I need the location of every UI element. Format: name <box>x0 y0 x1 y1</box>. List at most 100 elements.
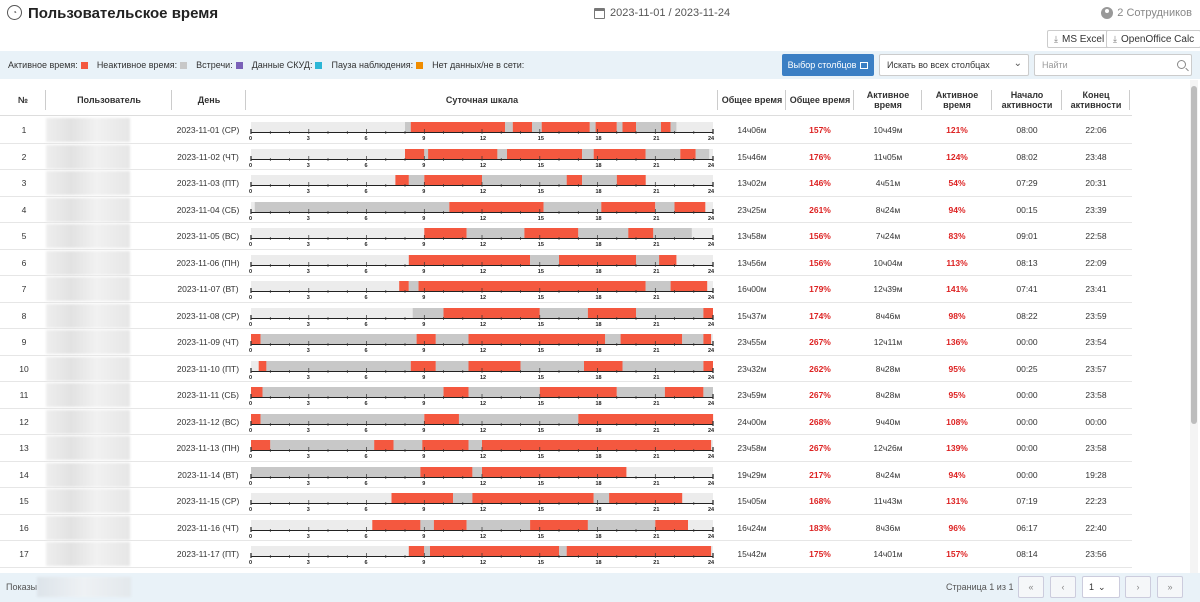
timeline-tick-label: 0 <box>249 560 252 565</box>
col-total-pct[interactable]: Общее время <box>786 84 854 116</box>
col-total[interactable]: Общее время <box>718 84 786 116</box>
timeline-tick-label: 12 <box>480 507 486 512</box>
next-page-button[interactable]: › <box>1125 576 1151 598</box>
daily-timeline: 0 3 6 9 12 15 18 21 24 <box>249 175 715 194</box>
active-segment <box>566 546 712 556</box>
page-select[interactable]: 1 ⌄ <box>1082 576 1120 598</box>
table-row[interactable]: 8 2023-11-08 (СР) 0 3 6 9 12 15 18 21 24 15ч37м 174%… <box>0 303 1132 329</box>
date-range-picker[interactable]: 2023-11-01 / 2023-11-24 <box>594 7 730 19</box>
timeline-tick-label: 6 <box>365 454 368 459</box>
row-day: 2023-11-09 (ЧТ) <box>177 337 239 347</box>
legend-label: Неактивное время: <box>96 60 178 70</box>
timeline-tick-label: 21 <box>653 163 659 168</box>
timeline-tick-label: 21 <box>653 242 659 247</box>
first-page-button[interactable]: « <box>1018 576 1044 598</box>
row-total-time: 15ч46м <box>737 151 767 162</box>
inactive-segment <box>466 519 531 530</box>
table-row[interactable]: 3 2023-11-03 (ПТ) 0 3 6 9 12 15 18 21 24 13ч02м 146%… <box>0 170 1132 197</box>
active-segment <box>482 440 712 450</box>
table-row[interactable]: 11 2023-11-11 (СБ) 0 3 6 9 12 15 18 21 24 23ч59м 267… <box>0 382 1132 409</box>
timeline-tick-label: 9 <box>422 163 425 168</box>
timeline-tick-label: 21 <box>653 136 659 141</box>
timeline-tick-label: 15 <box>538 163 544 168</box>
search-scope-select[interactable]: Искать во всех столбцах ⌄ <box>879 54 1029 76</box>
row-number: 3 <box>21 178 27 188</box>
col-scale[interactable]: Суточная шкала <box>246 84 718 116</box>
prev-page-button[interactable]: ‹ <box>1050 576 1076 598</box>
active-segment <box>443 307 540 318</box>
row-end-time: 22:06 <box>1085 125 1107 135</box>
col-active[interactable]: Активное время <box>854 84 922 116</box>
active-segment <box>584 360 623 371</box>
active-segment <box>472 493 594 503</box>
timeline-tick-label: 18 <box>596 348 602 353</box>
row-end-time: 00:00 <box>1085 416 1107 427</box>
table-row[interactable]: 2 2023-11-02 (ЧТ) 0 3 6 9 12 15 18 21 24 15ч46м 176%… <box>0 144 1132 170</box>
table-row[interactable]: 16 2023-11-16 (ЧТ) 0 3 6 9 12 15 18 21 24 16ч24м 183… <box>0 515 1132 541</box>
inactive-segment <box>408 175 425 185</box>
col-active-pct[interactable]: Активное время <box>922 84 992 116</box>
export-excel-label: MS Excel <box>1061 33 1105 45</box>
showing-label: Показы <box>6 582 38 592</box>
daily-timeline: 0 3 6 9 12 15 18 21 24 <box>249 148 715 168</box>
redacted-area <box>37 577 131 597</box>
table-row[interactable]: 12 2023-11-12 (ВС) 0 3 6 9 12 15 18 21 24 24ч00м 268… <box>0 409 1132 435</box>
timeline-tick-label: 18 <box>596 189 602 194</box>
row-total-time: 19ч29м <box>737 469 767 480</box>
timeline-tick-label: 12 <box>480 534 486 539</box>
chevron-down-icon: ⌄ <box>1013 58 1022 69</box>
row-total-pct: 157% <box>809 125 831 135</box>
inactive-segment <box>270 440 375 450</box>
export-excel-button[interactable]: ⤓ MS Excel <box>1047 30 1112 48</box>
row-start-time: 00:00 <box>1016 443 1038 453</box>
inactive-segment <box>266 360 411 371</box>
user-name-redacted <box>46 277 130 301</box>
col-end[interactable]: Конец активности <box>1062 84 1130 116</box>
timeline-tick-label: 21 <box>653 481 659 486</box>
timeline-tick-label: 6 <box>365 401 368 406</box>
row-active-time: 10ч49м <box>873 125 903 135</box>
active-segment <box>609 493 683 503</box>
search-input[interactable]: Найти <box>1034 54 1192 76</box>
employees-selector[interactable]: 2 Сотрудников <box>1101 7 1192 19</box>
row-number: 2 <box>21 151 27 162</box>
last-page-button[interactable]: » <box>1157 576 1183 598</box>
timeline-tick-label: 9 <box>422 507 425 512</box>
timeline-tick-label: 21 <box>653 375 659 380</box>
table-row[interactable]: 14 2023-11-14 (ВТ) 0 3 6 9 12 15 18 21 24 19ч29м 217… <box>0 462 1132 488</box>
choose-columns-button[interactable]: Выбор столбцов <box>782 54 874 76</box>
col-num[interactable]: № <box>0 84 46 116</box>
table-row[interactable]: 5 2023-11-05 (ВС) 0 3 6 9 12 15 18 21 24 13ч58м 156%… <box>0 223 1132 250</box>
active-segment <box>703 360 713 371</box>
user-name-redacted <box>46 542 130 566</box>
export-calc-button[interactable]: ⤓ OpenOffice Calc <box>1106 30 1200 48</box>
table-row[interactable]: 1 2023-11-01 (СР) 0 3 6 9 12 15 18 21 24 14ч06м 157%… <box>0 117 1132 144</box>
table-row[interactable]: 6 2023-11-06 (ПН) 0 3 6 9 12 15 18 21 24 13ч56м 156%… <box>0 250 1132 276</box>
col-start[interactable]: Начало активности <box>992 84 1062 116</box>
timeline-tick-label: 12 <box>480 216 486 221</box>
col-user[interactable]: Пользователь <box>46 84 172 116</box>
table-row[interactable]: 15 2023-11-15 (СР) 0 3 6 9 12 15 18 21 24 15ч05м 168… <box>0 488 1132 515</box>
table-row[interactable]: 7 2023-11-07 (ВТ) 0 3 6 9 12 15 18 21 24 16ч00м 179%… <box>0 276 1132 303</box>
scrollbar-thumb[interactable] <box>1191 86 1197 424</box>
timeline-tick-label: 6 <box>365 507 368 512</box>
table-row[interactable]: 9 2023-11-09 (ЧТ) 0 3 6 9 12 15 18 21 24 23ч55м 267%… <box>0 329 1132 356</box>
row-end-time: 23:58 <box>1085 390 1107 400</box>
table-row[interactable]: 10 2023-11-10 (ПТ) 0 3 6 9 12 15 18 21 24 23ч32м 262… <box>0 356 1132 382</box>
col-day[interactable]: День <box>172 84 246 116</box>
timeline-tick-label: 9 <box>422 375 425 380</box>
table-row[interactable]: 4 2023-11-04 (СБ) 0 3 6 9 12 15 18 21 24 23ч25м 261%… <box>0 197 1132 223</box>
timeline-tick-label: 12 <box>480 136 486 141</box>
legend-swatch <box>315 61 323 69</box>
row-start-time: 08:00 <box>1016 125 1038 135</box>
table-row[interactable]: 13 2023-11-13 (ПН) 0 3 6 9 12 15 18 21 24 23ч58м 267… <box>0 435 1132 462</box>
active-segment <box>659 254 677 265</box>
row-number: 13 <box>19 443 29 453</box>
timeline-tick-label: 9 <box>422 242 425 247</box>
row-active-pct: 94% <box>948 469 966 480</box>
timeline-tick-label: 24 <box>708 348 715 353</box>
active-segment <box>620 334 683 344</box>
timeline-tick-label: 6 <box>365 189 368 194</box>
table-row[interactable]: 17 2023-11-17 (ПТ) 0 3 6 9 12 15 18 21 24 15ч42м 175… <box>0 541 1132 568</box>
legend: Активное время: Неактивное время: Встречи:… <box>8 60 533 70</box>
